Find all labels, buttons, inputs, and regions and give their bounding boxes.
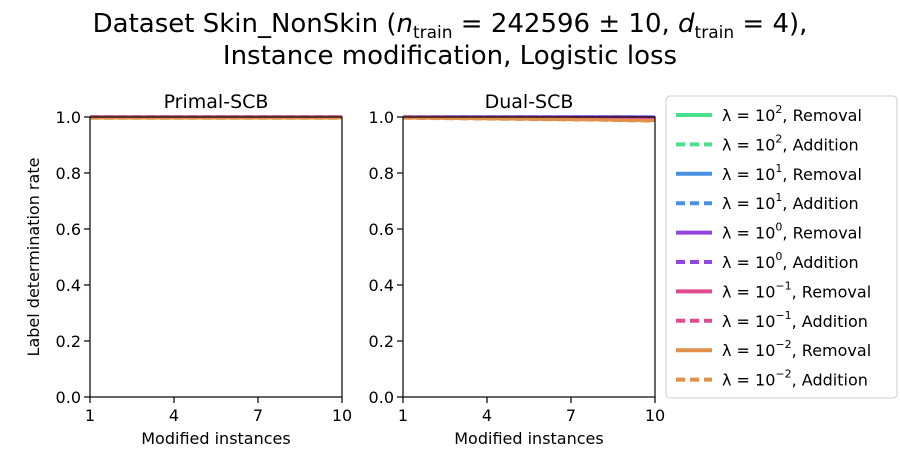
y-tick-label: 0.0 [369, 388, 394, 407]
title-suffix: = 4), [734, 9, 807, 39]
x-axis-label: Modified instances [454, 429, 603, 448]
y-tick-label: 0.8 [369, 164, 394, 183]
legend-text-suffix: , Addition [792, 312, 868, 331]
legend-exponent: −2 [775, 368, 791, 381]
legend-exponent: 0 [775, 250, 782, 263]
title-d-sub: train [695, 23, 735, 43]
legend-item-2: λ = 102, Addition [676, 132, 859, 154]
title-n: n [396, 9, 412, 39]
legend-lambda: λ = 10 [722, 371, 775, 390]
y-tick-label: 0.4 [369, 276, 394, 295]
legend-lambda: λ = 10 [722, 106, 775, 125]
panels: Primal-SCB 0.0 0.2 0.4 0.6 0.8 1.0 1 4 7 10 Modifie… [24, 91, 665, 448]
legend-item-7: λ = 10−1, Removal [676, 279, 871, 301]
legend-label: λ = 10−2, Removal [722, 338, 871, 360]
legend-exponent: 1 [775, 191, 782, 204]
x-tick-label: 10 [645, 406, 665, 425]
y-tick-label: 1.0 [56, 108, 81, 127]
panel-1: Primal-SCB 0.0 0.2 0.4 0.6 0.8 1.0 1 4 7 10 Modifie… [24, 91, 352, 448]
legend-exponent: 2 [775, 103, 782, 116]
legend-text-suffix: , Addition [782, 194, 858, 213]
panel-title: Primal-SCB [164, 91, 269, 113]
legend-text-suffix: , Removal [782, 224, 862, 243]
y-tick-label: 0.2 [369, 332, 394, 351]
legend-label: λ = 102, Removal [722, 103, 862, 125]
y-tick-label: 1.0 [369, 108, 394, 127]
y-tick-label: 0.0 [56, 388, 81, 407]
series-line-10 [403, 116, 655, 123]
legend-exponent: 2 [775, 132, 782, 145]
y-tick-label: 0.8 [56, 164, 81, 183]
legend-label: λ = 10−2, Addition [722, 368, 868, 390]
x-tick-label: 1 [398, 406, 408, 425]
legend-label: λ = 101, Removal [722, 162, 862, 184]
legend-item-6: λ = 100, Addition [676, 250, 859, 272]
legend-exponent: −2 [775, 338, 791, 351]
legend-item-9: λ = 10−2, Removal [676, 338, 871, 360]
legend-item-5: λ = 100, Removal [676, 221, 862, 243]
title-mid: = 242596 ± 10, [453, 9, 679, 39]
x-tick-label: 7 [566, 406, 576, 425]
figure-title-line2: Instance modification, Logistic loss [223, 41, 677, 71]
x-tick-label: 7 [253, 406, 263, 425]
legend-lambda: λ = 10 [722, 341, 775, 360]
legend-frame [665, 95, 898, 399]
legend-text-suffix: , Removal [782, 106, 862, 125]
legend-text-suffix: , Addition [792, 371, 868, 390]
x-tick-label: 1 [85, 406, 95, 425]
x-tick-label: 10 [332, 406, 352, 425]
legend-item-3: λ = 101, Removal [676, 162, 862, 184]
legend-label: λ = 10−1, Removal [722, 279, 871, 301]
y-tick-label: 0.4 [56, 276, 81, 295]
legend-text-suffix: , Removal [782, 165, 862, 184]
y-tick-label: 0.6 [369, 220, 394, 239]
legend-item-8: λ = 10−1, Addition [676, 309, 868, 331]
legend-label: λ = 100, Removal [722, 221, 862, 243]
legend-item-10: λ = 10−2, Addition [676, 368, 868, 390]
plot-frame [89, 116, 343, 398]
legend-lambda: λ = 10 [722, 312, 775, 331]
legend-text-suffix: , Addition [782, 135, 858, 154]
plot-frame [402, 116, 656, 398]
legend-label: λ = 101, Addition [722, 191, 859, 213]
legend-lambda: λ = 10 [722, 135, 775, 154]
legend-item-4: λ = 101, Addition [676, 191, 859, 213]
y-tick-label: 0.2 [56, 332, 81, 351]
x-tick-label: 4 [482, 406, 492, 425]
legend-label: λ = 100, Addition [722, 250, 859, 272]
panel-title: Dual-SCB [485, 91, 574, 113]
legend-label: λ = 102, Addition [722, 132, 859, 154]
legend-label: λ = 10−1, Addition [722, 309, 868, 331]
y-axis-label: Label determination rate [24, 158, 43, 357]
legend-lambda: λ = 10 [722, 194, 775, 213]
legend-exponent: 1 [775, 162, 782, 175]
legend-text-suffix: , Removal [792, 341, 872, 360]
x-tick-label: 4 [169, 406, 179, 425]
legend-text-suffix: , Addition [782, 253, 858, 272]
legend-lambda: λ = 10 [722, 224, 775, 243]
figure-title-line1: Dataset Skin_NonSkin (ntrain = 242596 ± … [93, 9, 808, 43]
legend-exponent: −1 [775, 279, 791, 292]
legend-text-suffix: , Removal [792, 282, 872, 301]
x-axis-label: Modified instances [141, 429, 290, 448]
legend-lambda: λ = 10 [722, 282, 775, 301]
legend-lambda: λ = 10 [722, 253, 775, 272]
legend-lambda: λ = 10 [722, 165, 775, 184]
title-n-sub: train [413, 23, 453, 43]
legend-exponent: 0 [775, 221, 782, 234]
y-tick-label: 0.6 [56, 220, 81, 239]
legend-item-1: λ = 102, Removal [676, 103, 862, 125]
title-d: d [678, 9, 695, 39]
title-prefix: Dataset Skin_NonSkin ( [93, 9, 397, 39]
panel-2: Dual-SCB 0.0 0.2 0.4 0.6 0.8 1.0 1 4 7 10 Modified … [369, 91, 666, 448]
legend-exponent: −1 [775, 309, 791, 322]
